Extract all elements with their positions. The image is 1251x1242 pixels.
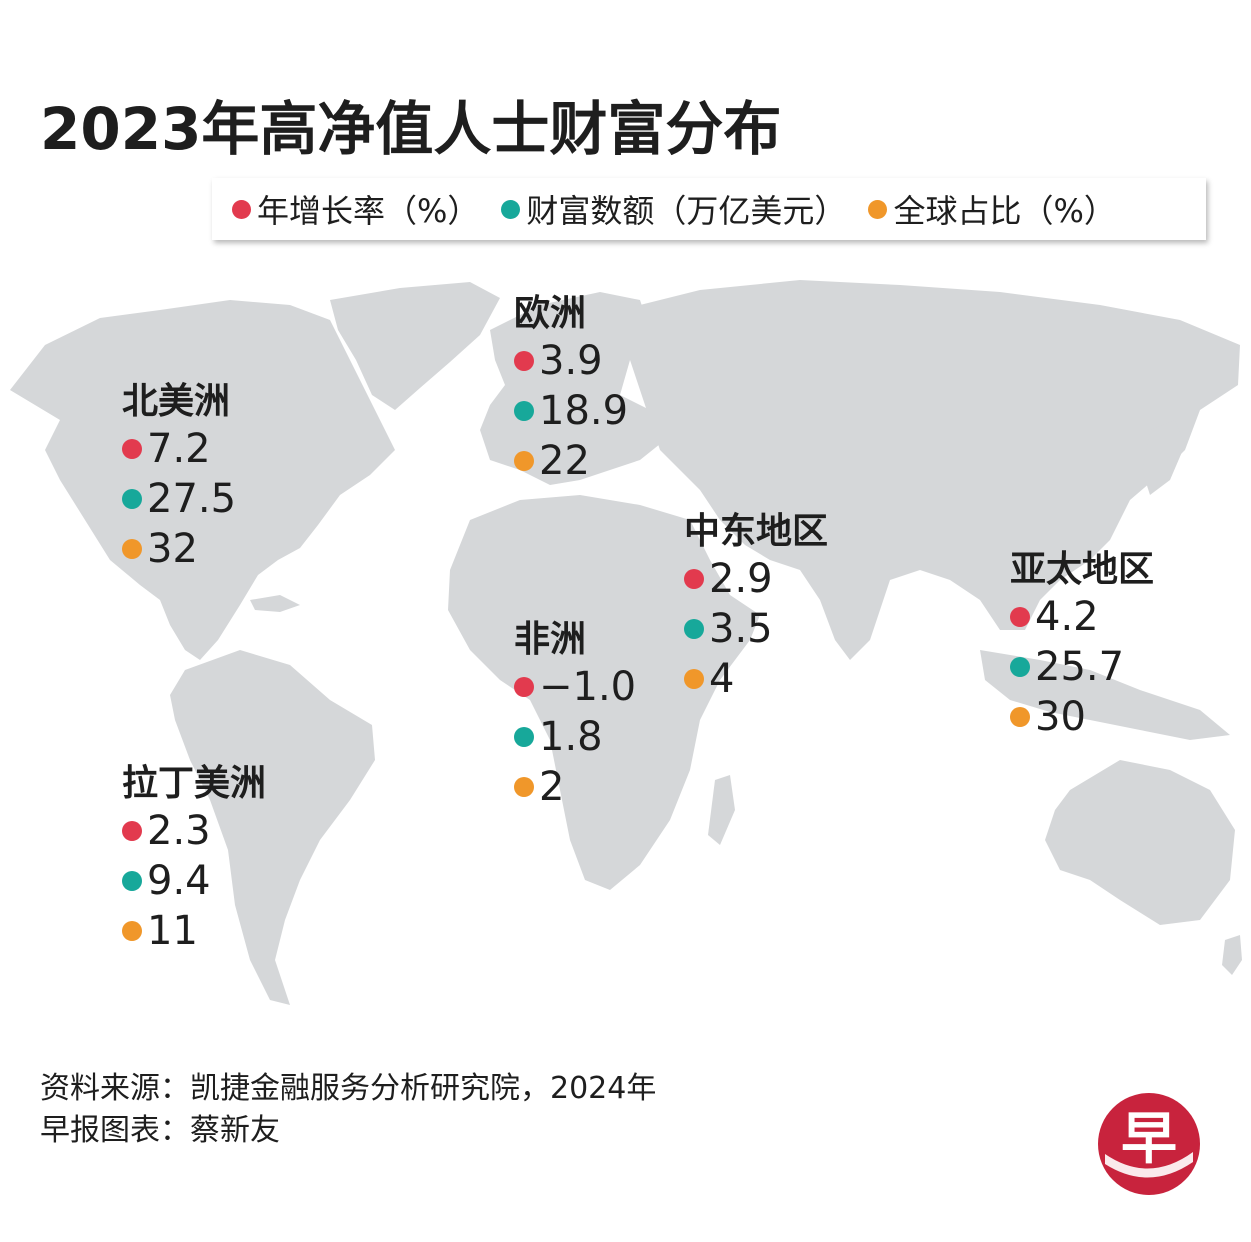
wealth-dot-icon bbox=[514, 401, 534, 421]
wealth-dot-icon bbox=[684, 619, 704, 639]
growth-row: 2.9 bbox=[684, 554, 828, 604]
growth-value: 7.2 bbox=[147, 426, 211, 472]
share-row: 2 bbox=[514, 762, 636, 812]
legend-growth-label: 年增长率（%） bbox=[257, 192, 480, 230]
legend-growth: 年增长率（%） bbox=[232, 186, 479, 232]
legend-wealth-label: 财富数额（万亿美元） bbox=[526, 192, 847, 230]
wealth-row: 9.4 bbox=[122, 856, 266, 906]
world-map bbox=[10, 280, 1242, 1005]
share-value: 2 bbox=[539, 764, 565, 810]
australia-shape bbox=[1045, 760, 1235, 925]
wealth-dot-icon bbox=[122, 489, 142, 509]
wealth-value: 27.5 bbox=[147, 476, 237, 522]
share-value: 30 bbox=[1035, 694, 1086, 740]
share-row: 11 bbox=[122, 906, 266, 956]
growth-row: 7.2 bbox=[122, 424, 236, 474]
north-america-shape bbox=[10, 300, 395, 660]
share-value: 11 bbox=[147, 908, 198, 954]
region-name: 中东地区 bbox=[684, 511, 829, 552]
legend-wealth: 财富数额（万亿美元） bbox=[501, 186, 846, 232]
share-dot-icon bbox=[514, 777, 534, 797]
share-row: 4 bbox=[684, 654, 828, 704]
growth-value: 4.2 bbox=[1035, 594, 1099, 640]
growth-row: −1.0 bbox=[514, 662, 636, 712]
share-row: 22 bbox=[514, 436, 628, 486]
growth-dot-icon bbox=[1010, 607, 1030, 627]
growth-value: 2.3 bbox=[147, 808, 211, 854]
growth-dot-icon bbox=[122, 439, 142, 459]
wealth-value: 1.8 bbox=[539, 714, 603, 760]
wealth-row: 25.7 bbox=[1010, 642, 1154, 692]
growth-dot-icon bbox=[232, 199, 251, 219]
growth-value: −1.0 bbox=[539, 664, 637, 710]
share-dot-icon bbox=[684, 669, 704, 689]
indonesia-shape bbox=[980, 650, 1230, 740]
wealth-value: 18.9 bbox=[539, 388, 629, 434]
wealth-row: 27.5 bbox=[122, 474, 236, 524]
south-america-shape bbox=[170, 650, 375, 1005]
share-row: 30 bbox=[1010, 692, 1154, 742]
credit-line: 早报图表：蔡新友 bbox=[40, 1113, 280, 1148]
growth-row: 4.2 bbox=[1010, 592, 1154, 642]
growth-dot-icon bbox=[122, 821, 142, 841]
share-dot-icon bbox=[122, 539, 142, 559]
wealth-row: 1.8 bbox=[514, 712, 636, 762]
growth-row: 3.9 bbox=[514, 336, 628, 386]
source-note: 资料来源：凯捷金融服务分析研究院，2024年 早报图表：蔡新友 bbox=[40, 1068, 656, 1152]
share-dot-icon bbox=[514, 451, 534, 471]
legend-share-label: 全球占比（%） bbox=[893, 192, 1116, 230]
region-name: 欧洲 bbox=[514, 293, 587, 334]
zaobao-logo-icon: 早 bbox=[1098, 1093, 1200, 1195]
africa-shape bbox=[448, 495, 760, 890]
wealth-row: 18.9 bbox=[514, 386, 628, 436]
caribbean-shape bbox=[250, 595, 300, 612]
new-zealand-shape bbox=[1222, 935, 1242, 975]
region-north-america: 北美洲 7.2 27.5 32 bbox=[122, 380, 236, 574]
share-dot-icon bbox=[1010, 707, 1030, 727]
region-middle-east: 中东地区 2.9 3.5 4 bbox=[684, 510, 828, 704]
legend: 年增长率（%） 财富数额（万亿美元） 全球占比（%） bbox=[212, 178, 1206, 240]
greenland-shape bbox=[330, 282, 500, 410]
region-latin-america: 拉丁美洲 2.3 9.4 11 bbox=[122, 762, 266, 956]
growth-value: 2.9 bbox=[709, 556, 773, 602]
region-name: 拉丁美洲 bbox=[122, 763, 267, 804]
share-value: 4 bbox=[709, 656, 735, 702]
growth-row: 2.3 bbox=[122, 806, 266, 856]
wealth-dot-icon bbox=[514, 727, 534, 747]
share-dot-icon bbox=[122, 921, 142, 941]
wealth-dot-icon bbox=[1010, 657, 1030, 677]
svg-text:早: 早 bbox=[1121, 1107, 1177, 1172]
region-name: 非洲 bbox=[514, 619, 587, 660]
continents bbox=[10, 280, 1242, 1005]
region-asia-pacific: 亚太地区 4.2 25.7 30 bbox=[1010, 548, 1154, 742]
chart-title: 2023年高净值人士财富分布 bbox=[40, 95, 782, 163]
wealth-value: 3.5 bbox=[709, 606, 773, 652]
region-africa: 非洲 −1.0 1.8 2 bbox=[514, 618, 636, 812]
source-line: 资料来源：凯捷金融服务分析研究院，2024年 bbox=[40, 1071, 657, 1106]
share-row: 32 bbox=[122, 524, 236, 574]
wealth-value: 25.7 bbox=[1035, 644, 1125, 690]
growth-dot-icon bbox=[684, 569, 704, 589]
region-name: 亚太地区 bbox=[1010, 549, 1155, 590]
wealth-row: 3.5 bbox=[684, 604, 828, 654]
japan-shape bbox=[1142, 420, 1185, 495]
wealth-value: 9.4 bbox=[147, 858, 211, 904]
region-name: 北美洲 bbox=[122, 381, 231, 422]
growth-dot-icon bbox=[514, 351, 534, 371]
region-europe: 欧洲 3.9 18.9 22 bbox=[514, 292, 628, 486]
europe-shape bbox=[480, 292, 665, 485]
share-value: 32 bbox=[147, 526, 198, 572]
madagascar-shape bbox=[708, 775, 735, 845]
wealth-dot-icon bbox=[501, 199, 521, 219]
growth-dot-icon bbox=[514, 677, 534, 697]
asia-shape bbox=[620, 280, 1240, 660]
share-value: 22 bbox=[539, 438, 590, 484]
growth-value: 3.9 bbox=[539, 338, 603, 384]
legend-share: 全球占比（%） bbox=[868, 186, 1116, 232]
share-dot-icon bbox=[868, 199, 888, 219]
wealth-dot-icon bbox=[122, 871, 142, 891]
